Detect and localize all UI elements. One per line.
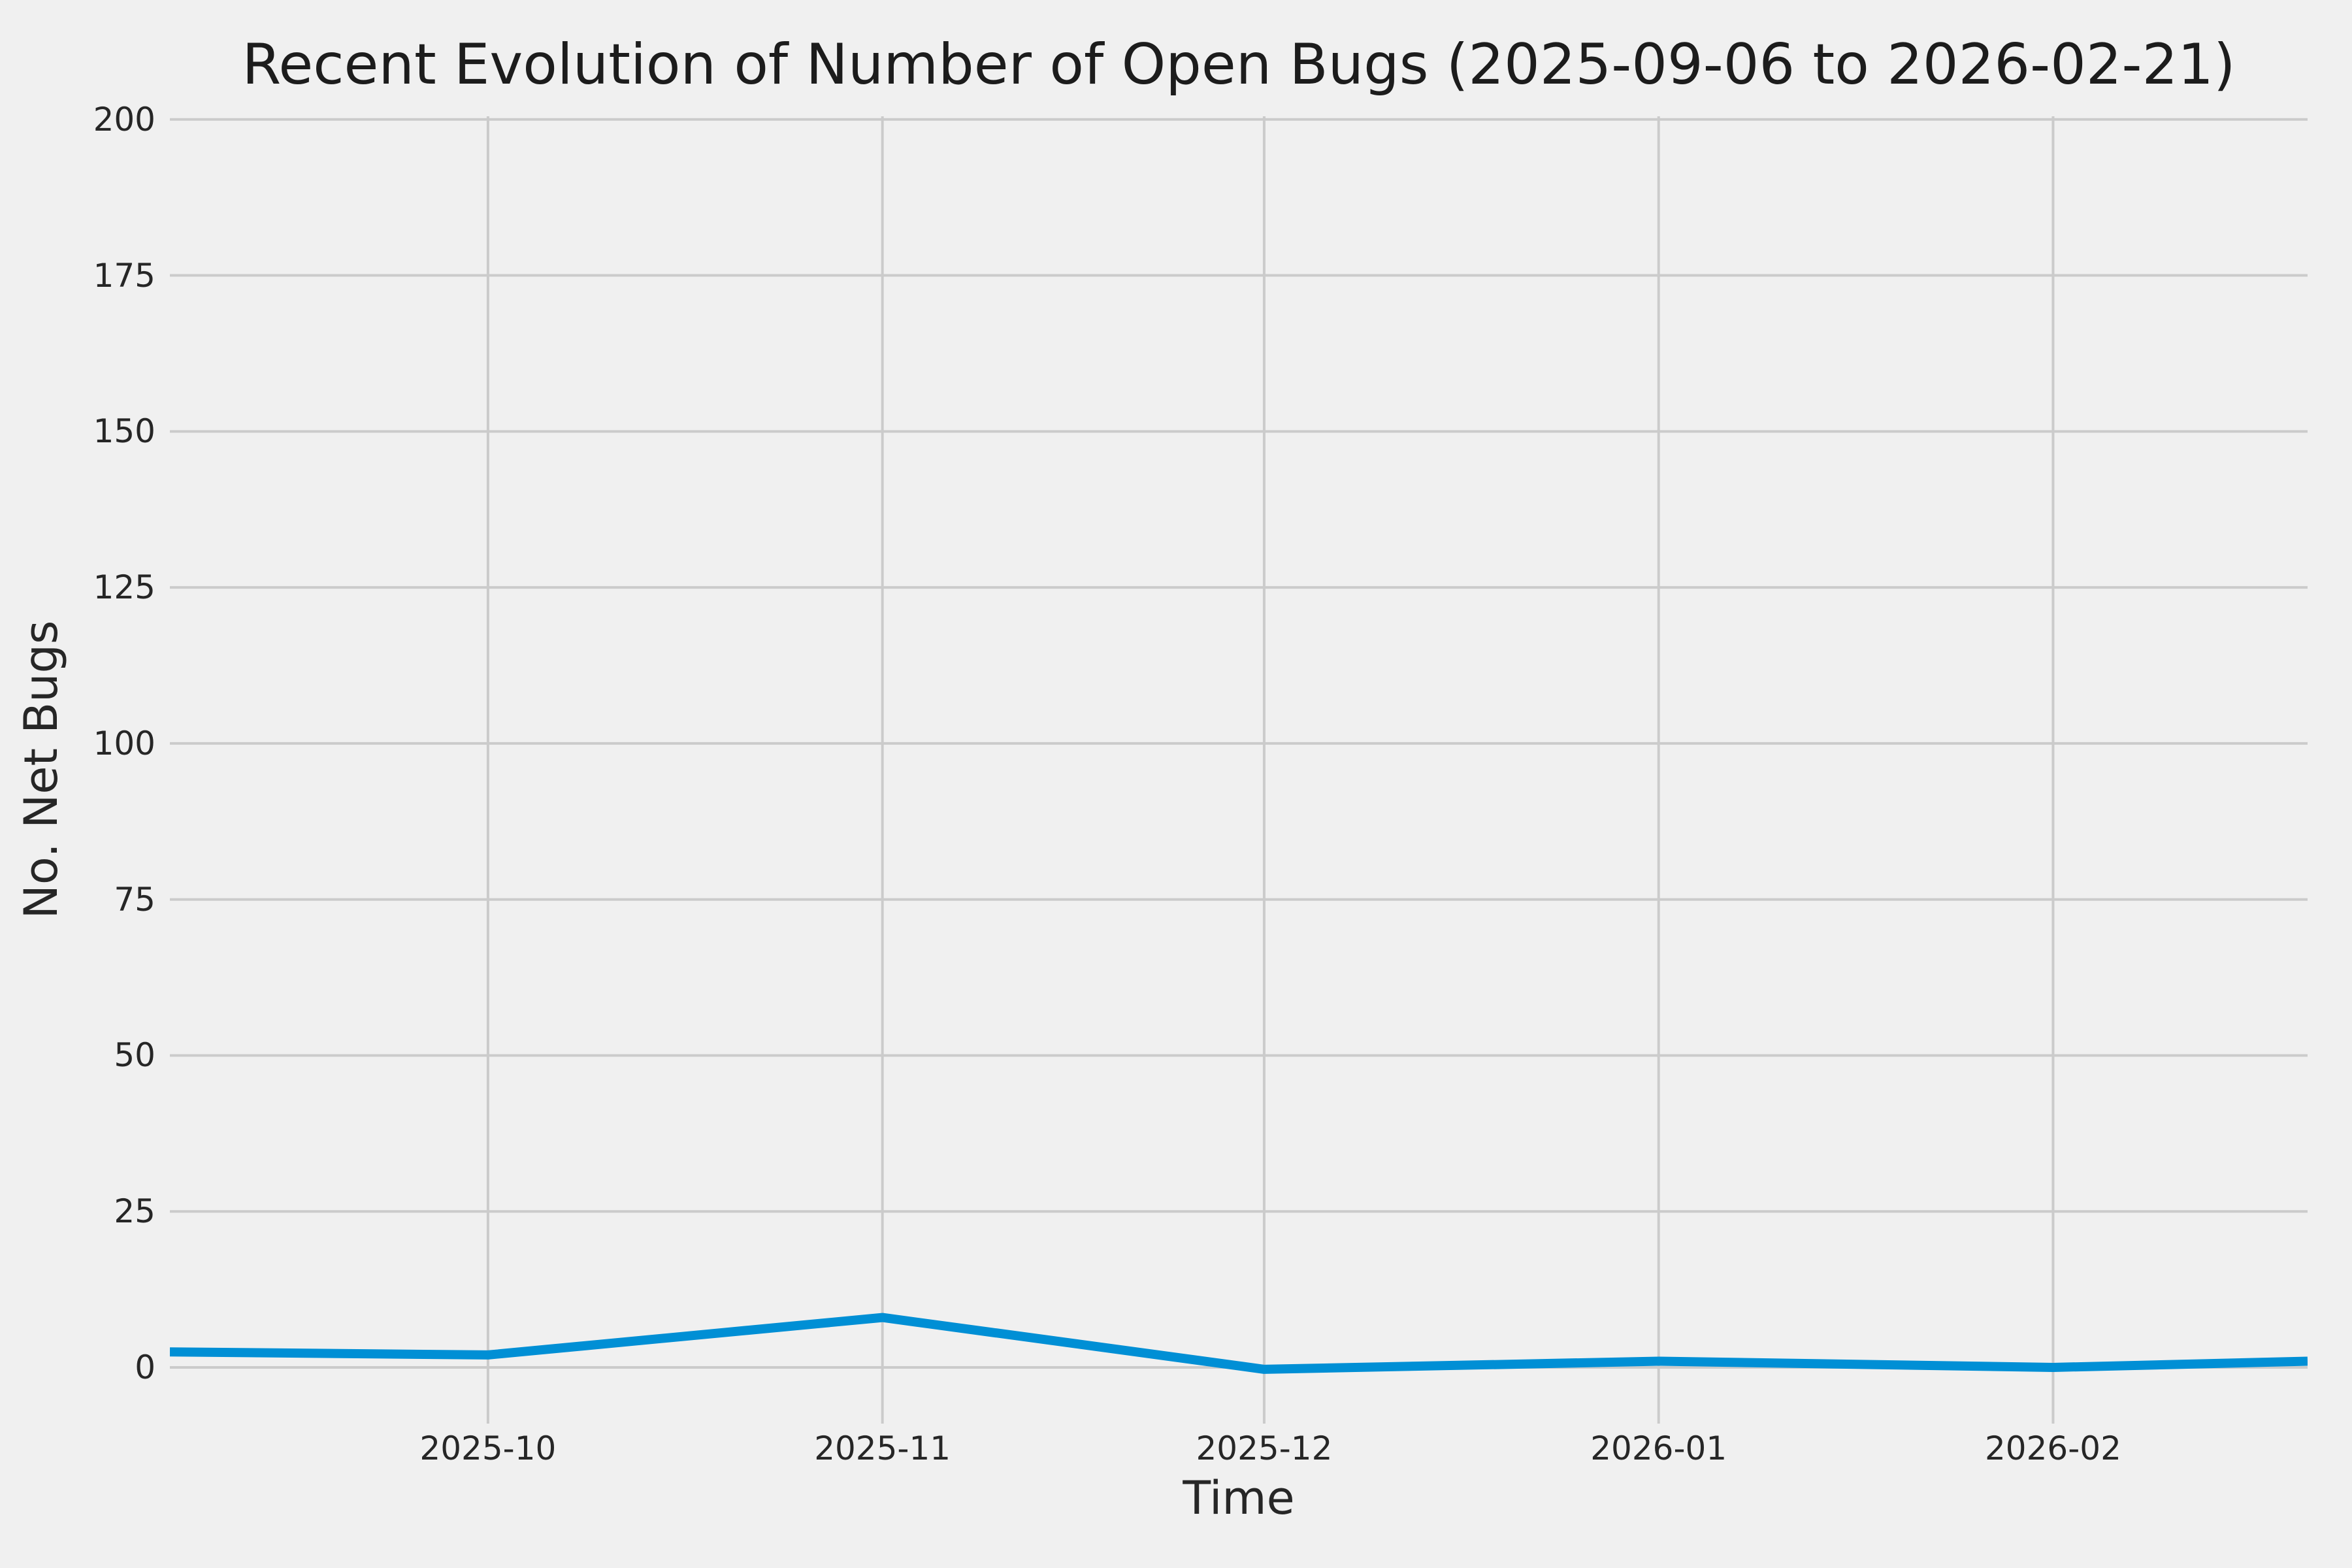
y-tick-label: 200 — [93, 100, 155, 139]
x-axis-label: Time — [1183, 1471, 1295, 1525]
y-tick-label: 125 — [93, 568, 155, 607]
x-tick-label: 2025-12 — [1196, 1429, 1333, 1467]
x-tick-label: 2026-02 — [1985, 1429, 2121, 1467]
plot-area — [170, 116, 2308, 1424]
series-line-open-bugs — [170, 1313, 2308, 1374]
y-axis-label: No. Net Bugs — [14, 620, 68, 919]
y-tick-label: 75 — [114, 880, 155, 919]
y-tick-label: 175 — [93, 256, 155, 295]
y-tick-label: 0 — [135, 1348, 155, 1387]
x-tick-label: 2025-10 — [419, 1429, 557, 1467]
y-tick-label: 100 — [93, 724, 155, 762]
y-tick-label: 25 — [114, 1192, 155, 1231]
y-tick-label: 150 — [93, 412, 155, 451]
x-tick-label: 2025-11 — [814, 1429, 951, 1467]
chart-title: Recent Evolution of Number of Open Bugs … — [242, 32, 2236, 97]
x-tick-label: 2026-01 — [1590, 1429, 1727, 1467]
y-tick-label: 50 — [114, 1036, 155, 1075]
